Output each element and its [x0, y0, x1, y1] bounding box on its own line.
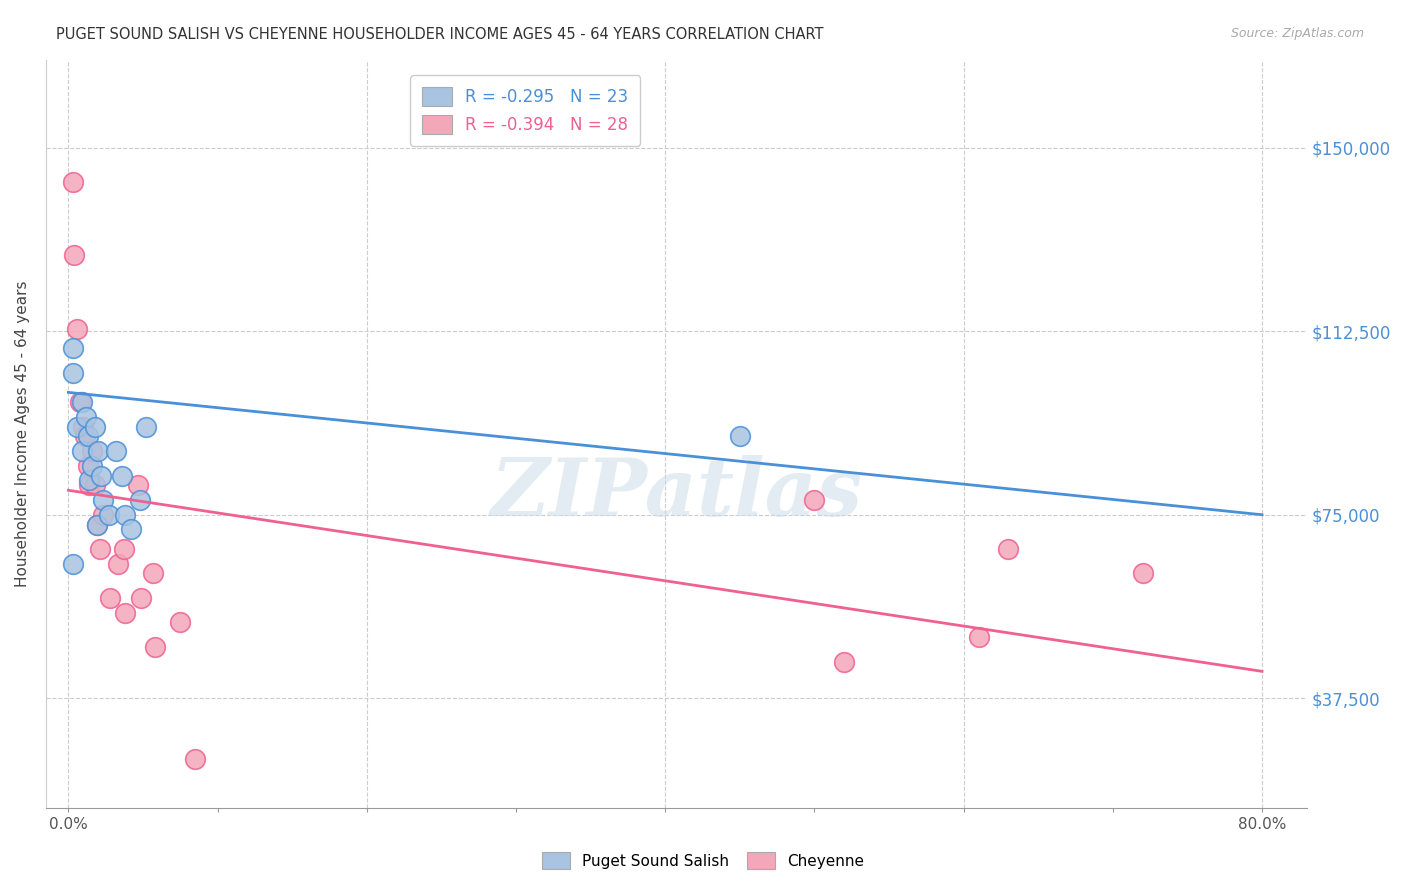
Point	[112, 541, 135, 556]
Point	[82, 444, 104, 458]
Text: ZIPatlas: ZIPatlas	[491, 455, 862, 533]
Point	[142, 566, 165, 581]
Point	[69, 395, 91, 409]
Point	[62, 175, 84, 189]
Point	[131, 591, 153, 605]
Point	[70, 444, 93, 458]
Legend: R = -0.295   N = 23, R = -0.394   N = 28: R = -0.295 N = 23, R = -0.394 N = 28	[411, 76, 640, 145]
Point	[98, 591, 121, 605]
Point	[832, 655, 855, 669]
Point	[135, 419, 157, 434]
Point	[91, 508, 114, 522]
Point	[143, 640, 166, 654]
Point	[73, 429, 96, 443]
Point	[91, 493, 114, 508]
Point	[75, 409, 97, 424]
Point	[76, 458, 98, 473]
Point	[803, 493, 825, 508]
Point	[86, 517, 108, 532]
Point	[84, 419, 107, 434]
Point	[169, 615, 191, 630]
Point	[1132, 566, 1154, 581]
Point	[77, 478, 100, 492]
Point	[127, 478, 149, 492]
Legend: Puget Sound Salish, Cheyenne: Puget Sound Salish, Cheyenne	[536, 846, 870, 875]
Point	[84, 478, 107, 492]
Point	[997, 541, 1019, 556]
Point	[184, 752, 207, 766]
Point	[77, 474, 100, 488]
Point	[107, 557, 129, 571]
Point	[72, 419, 94, 434]
Point	[967, 630, 990, 644]
Point	[66, 322, 89, 336]
Point	[90, 468, 112, 483]
Point	[120, 523, 142, 537]
Point	[76, 429, 98, 443]
Point	[87, 444, 110, 458]
Point	[82, 458, 104, 473]
Point	[86, 517, 108, 532]
Point	[728, 429, 751, 443]
Text: PUGET SOUND SALISH VS CHEYENNE HOUSEHOLDER INCOME AGES 45 - 64 YEARS CORRELATION: PUGET SOUND SALISH VS CHEYENNE HOUSEHOLD…	[56, 27, 824, 42]
Point	[63, 248, 86, 262]
Point	[105, 444, 128, 458]
Y-axis label: Householder Income Ages 45 - 64 years: Householder Income Ages 45 - 64 years	[15, 281, 30, 587]
Point	[62, 557, 84, 571]
Point	[129, 493, 152, 508]
Point	[97, 508, 120, 522]
Text: Source: ZipAtlas.com: Source: ZipAtlas.com	[1230, 27, 1364, 40]
Point	[114, 606, 136, 620]
Point	[62, 366, 84, 380]
Point	[70, 395, 93, 409]
Point	[66, 419, 89, 434]
Point	[114, 508, 136, 522]
Point	[62, 342, 84, 356]
Point	[89, 541, 111, 556]
Point	[111, 468, 134, 483]
